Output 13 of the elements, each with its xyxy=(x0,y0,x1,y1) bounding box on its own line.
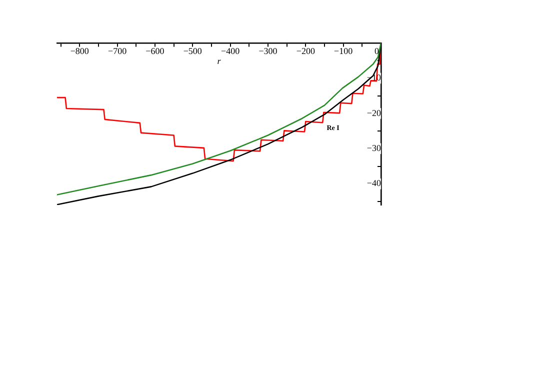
x-tick-label: −200 xyxy=(296,46,316,56)
x-tick-label: −700 xyxy=(108,46,128,56)
x-tick-label: −500 xyxy=(183,46,202,56)
x-axis-title: r xyxy=(217,56,222,66)
x-tick-label: −300 xyxy=(258,46,278,56)
y-tick-label: −30 xyxy=(366,143,382,154)
x-tick-label: −800 xyxy=(70,46,90,56)
x-tick-label: −400 xyxy=(221,46,240,56)
y-tick-label: −40 xyxy=(366,178,382,188)
x-tick-label: −600 xyxy=(146,46,165,56)
x-tick-label: −100 xyxy=(334,46,354,56)
x-tick-label: 0 xyxy=(374,46,380,56)
y-tick-label: −20 xyxy=(366,108,382,118)
